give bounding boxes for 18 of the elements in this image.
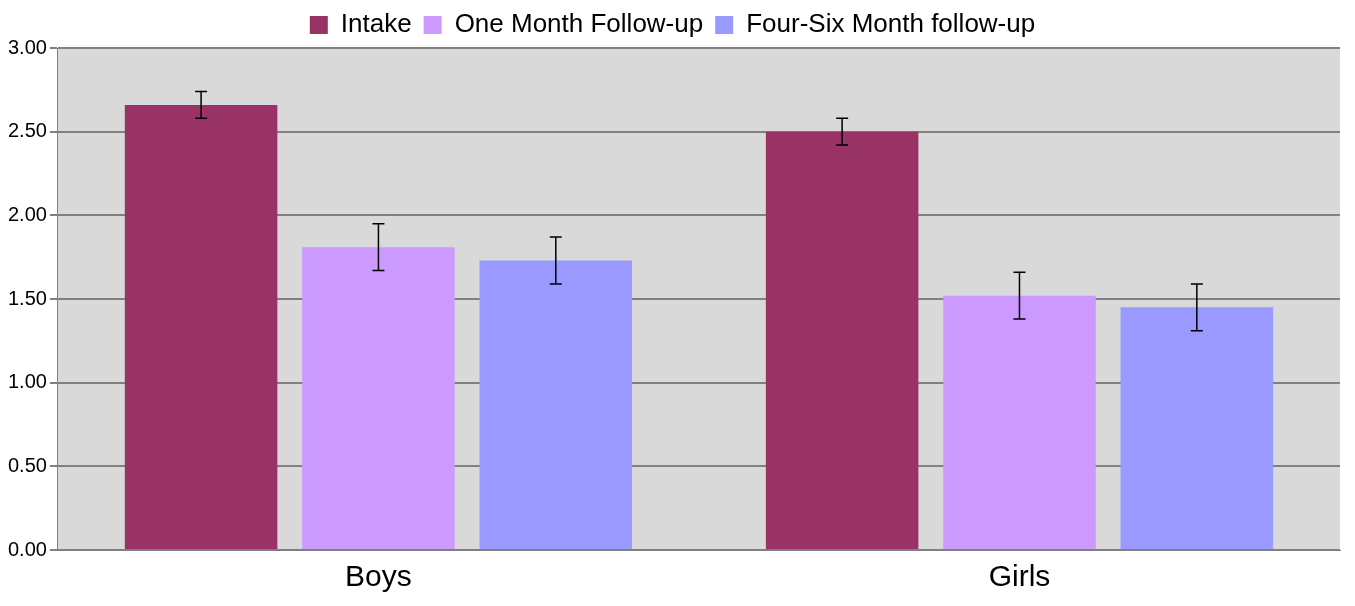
y-tick-label: 2.50	[7, 119, 47, 142]
y-tick-label: 0.50	[7, 453, 47, 476]
y-tick-label: 0.00	[7, 537, 47, 560]
legend-label: Intake	[340, 8, 412, 39]
bar	[479, 260, 633, 549]
bar	[302, 247, 455, 549]
legend-label: Four-Six Month follow-up	[746, 8, 1036, 39]
y-tick-label: 1.50	[7, 286, 47, 309]
y-tick-label: 3.00	[7, 35, 47, 58]
y-tick-label: 2.00	[7, 202, 47, 225]
bar	[1120, 307, 1274, 549]
x-tick-label: Boys	[345, 559, 412, 593]
bar	[943, 295, 1096, 549]
x-tick-label: Girls	[988, 559, 1051, 593]
bar	[124, 104, 278, 549]
legend-label: One Month Follow-up	[454, 8, 704, 39]
bar	[765, 131, 919, 549]
y-tick-label: 1.00	[7, 370, 47, 393]
